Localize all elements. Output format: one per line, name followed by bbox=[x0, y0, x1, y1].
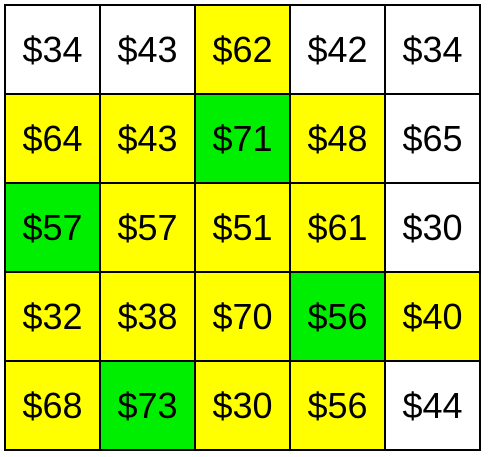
grid-cell-r3-c2: $57 bbox=[101, 184, 196, 273]
grid-cell-r5-c5: $44 bbox=[386, 362, 481, 451]
grid-cell-r1-c2: $43 bbox=[101, 6, 196, 95]
grid-cell-r2-c1: $64 bbox=[6, 95, 101, 184]
grid-cell-r3-c1: $57 bbox=[6, 184, 101, 273]
grid-cell-r1-c1: $34 bbox=[6, 6, 101, 95]
grid-cell-r4-c3: $70 bbox=[196, 273, 291, 362]
price-grid: $34 $43 $62 $42 $34 $64 $43 $71 $48 $65 … bbox=[4, 4, 481, 451]
grid-cell-r3-c5: $30 bbox=[386, 184, 481, 273]
grid-cell-r5-c3: $30 bbox=[196, 362, 291, 451]
grid-cell-r1-c3: $62 bbox=[196, 6, 291, 95]
grid-cell-r1-c4: $42 bbox=[291, 6, 386, 95]
grid-cell-r5-c2: $73 bbox=[101, 362, 196, 451]
grid-cell-r5-c4: $56 bbox=[291, 362, 386, 451]
grid-cell-r4-c2: $38 bbox=[101, 273, 196, 362]
grid-cell-r2-c3: $71 bbox=[196, 95, 291, 184]
grid-cell-r2-c2: $43 bbox=[101, 95, 196, 184]
grid-cell-r4-c1: $32 bbox=[6, 273, 101, 362]
grid-cell-r1-c5: $34 bbox=[386, 6, 481, 95]
grid-cell-r4-c5: $40 bbox=[386, 273, 481, 362]
grid-cell-r3-c3: $51 bbox=[196, 184, 291, 273]
grid-cell-r2-c5: $65 bbox=[386, 95, 481, 184]
grid-cell-r2-c4: $48 bbox=[291, 95, 386, 184]
grid-cell-r5-c1: $68 bbox=[6, 362, 101, 451]
grid-cell-r4-c4: $56 bbox=[291, 273, 386, 362]
grid-cell-r3-c4: $61 bbox=[291, 184, 386, 273]
